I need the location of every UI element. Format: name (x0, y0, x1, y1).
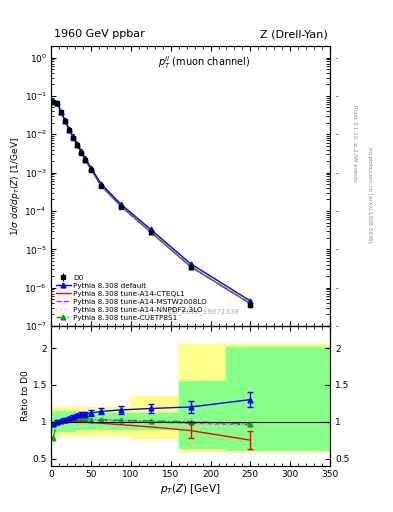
Line: Pythia 8.308 tune-CUETP8S1: Pythia 8.308 tune-CUETP8S1 (51, 99, 253, 306)
Pythia 8.308 tune-A14-MSTW2008LO (55, 100, 59, 106)
Pythia 8.308 tune-A14-CTEQL1 (59, 109, 63, 115)
Pythia 8.308 tune-A14-MSTW2008LO (119, 203, 123, 209)
Pythia 8.308 default (51, 98, 55, 104)
Pythia 8.308 default (88, 164, 93, 170)
Pythia 8.308 tune-A14-NNPDF2.3LO (71, 135, 75, 141)
Pythia 8.308 tune-A14-NNPDF2.3LO (63, 118, 68, 124)
Pythia 8.308 default (119, 201, 123, 207)
Pythia 8.308 tune-A14-CTEQL1 (149, 229, 153, 235)
Y-axis label: $1/\sigma$ $d\sigma/dp_T(Z)$ [1/GeV]: $1/\sigma$ $d\sigma/dp_T(Z)$ [1/GeV] (9, 137, 22, 236)
Pythia 8.308 tune-A14-MSTW2008LO (248, 300, 253, 306)
Pythia 8.308 default (71, 133, 75, 139)
Pythia 8.308 tune-A14-NNPDF2.3LO (51, 99, 55, 105)
Pythia 8.308 tune-A14-NNPDF2.3LO (88, 166, 93, 172)
Pythia 8.308 tune-A14-MSTW2008LO (75, 141, 79, 147)
Pythia 8.308 tune-A14-CTEQL1 (63, 118, 68, 124)
Pythia 8.308 tune-CUETP8S1 (188, 264, 193, 270)
Line: Pythia 8.308 default: Pythia 8.308 default (51, 99, 253, 304)
Pythia 8.308 tune-A14-CTEQL1 (83, 157, 87, 163)
Pythia 8.308 default (75, 141, 79, 147)
Pythia 8.308 tune-A14-NNPDF2.3LO (59, 109, 63, 115)
Text: Rivet 3.1.10, ≥ 2.5M events: Rivet 3.1.10, ≥ 2.5M events (352, 105, 357, 182)
X-axis label: $p_T(Z)$ [GeV]: $p_T(Z)$ [GeV] (160, 482, 221, 496)
Pythia 8.308 tune-CUETP8S1 (119, 203, 123, 209)
Pythia 8.308 default (79, 148, 83, 154)
Pythia 8.308 default (59, 109, 63, 115)
Pythia 8.308 tune-CUETP8S1 (63, 118, 68, 124)
Pythia 8.308 default (149, 226, 153, 232)
Pythia 8.308 tune-A14-NNPDF2.3LO (248, 301, 253, 307)
Pythia 8.308 tune-CUETP8S1 (75, 141, 79, 147)
Pythia 8.308 tune-CUETP8S1 (51, 99, 55, 105)
Pythia 8.308 tune-CUETP8S1 (67, 126, 72, 133)
Pythia 8.308 tune-A14-CTEQL1 (71, 135, 75, 141)
Pythia 8.308 tune-CUETP8S1 (149, 229, 153, 235)
Text: mcplots.cern.ch [arXiv:1306.3436]: mcplots.cern.ch [arXiv:1306.3436] (367, 147, 373, 242)
Pythia 8.308 tune-A14-MSTW2008LO (51, 99, 55, 105)
Pythia 8.308 tune-A14-CTEQL1 (99, 182, 103, 188)
Pythia 8.308 tune-A14-MSTW2008LO (71, 134, 75, 140)
Pythia 8.308 tune-CUETP8S1 (248, 301, 253, 307)
Pythia 8.308 tune-A14-MSTW2008LO (188, 263, 193, 269)
Text: Z (Drell-Yan): Z (Drell-Yan) (260, 29, 327, 39)
Pythia 8.308 tune-A14-CTEQL1 (51, 99, 55, 105)
Pythia 8.308 default (99, 180, 103, 186)
Pythia 8.308 tune-A14-CTEQL1 (119, 203, 123, 209)
Pythia 8.308 tune-A14-NNPDF2.3LO (119, 203, 123, 209)
Pythia 8.308 tune-CUETP8S1 (55, 100, 59, 106)
Text: D0_2010_S9671338: D0_2010_S9671338 (169, 308, 240, 315)
Pythia 8.308 default (248, 298, 253, 304)
Pythia 8.308 tune-A14-MSTW2008LO (63, 118, 68, 124)
Pythia 8.308 tune-A14-NNPDF2.3LO (99, 182, 103, 188)
Pythia 8.308 tune-A14-NNPDF2.3LO (55, 100, 59, 106)
Pythia 8.308 tune-A14-MSTW2008LO (99, 182, 103, 188)
Pythia 8.308 tune-A14-MSTW2008LO (83, 156, 87, 162)
Pythia 8.308 tune-A14-CTEQL1 (88, 166, 93, 173)
Pythia 8.308 tune-A14-CTEQL1 (248, 301, 253, 307)
Line: Pythia 8.308 tune-A14-CTEQL1: Pythia 8.308 tune-A14-CTEQL1 (53, 102, 250, 304)
Pythia 8.308 tune-A14-NNPDF2.3LO (83, 157, 87, 163)
Pythia 8.308 tune-A14-NNPDF2.3LO (188, 264, 193, 270)
Pythia 8.308 tune-CUETP8S1 (71, 134, 75, 140)
Pythia 8.308 tune-CUETP8S1 (79, 149, 83, 155)
Text: 1960 GeV ppbar: 1960 GeV ppbar (54, 29, 145, 39)
Pythia 8.308 tune-A14-CTEQL1 (67, 127, 72, 133)
Pythia 8.308 tune-A14-NNPDF2.3LO (75, 142, 79, 148)
Text: $p_T^{ll}$ (muon channel): $p_T^{ll}$ (muon channel) (158, 54, 251, 71)
Pythia 8.308 tune-A14-CTEQL1 (79, 149, 83, 155)
Pythia 8.308 tune-A14-CTEQL1 (75, 142, 79, 148)
Pythia 8.308 tune-A14-NNPDF2.3LO (67, 126, 72, 133)
Pythia 8.308 tune-A14-MSTW2008LO (88, 166, 93, 172)
Pythia 8.308 default (83, 155, 87, 161)
Pythia 8.308 tune-CUETP8S1 (99, 182, 103, 188)
Pythia 8.308 default (67, 125, 72, 132)
Line: Pythia 8.308 tune-A14-NNPDF2.3LO: Pythia 8.308 tune-A14-NNPDF2.3LO (53, 102, 250, 304)
Pythia 8.308 tune-A14-MSTW2008LO (149, 229, 153, 235)
Pythia 8.308 tune-A14-MSTW2008LO (67, 126, 72, 133)
Legend: D0, Pythia 8.308 default, Pythia 8.308 tune-A14-CTEQL1, Pythia 8.308 tune-A14-MS: D0, Pythia 8.308 default, Pythia 8.308 t… (55, 273, 209, 323)
Pythia 8.308 tune-A14-NNPDF2.3LO (79, 150, 83, 156)
Pythia 8.308 tune-A14-CTEQL1 (55, 100, 59, 106)
Pythia 8.308 default (63, 117, 68, 123)
Pythia 8.308 tune-A14-NNPDF2.3LO (149, 229, 153, 235)
Pythia 8.308 tune-CUETP8S1 (83, 157, 87, 163)
Pythia 8.308 default (55, 100, 59, 106)
Pythia 8.308 default (188, 261, 193, 267)
Pythia 8.308 tune-A14-MSTW2008LO (59, 109, 63, 115)
Pythia 8.308 tune-CUETP8S1 (88, 166, 93, 172)
Pythia 8.308 tune-A14-MSTW2008LO (79, 149, 83, 155)
Y-axis label: Ratio to D0: Ratio to D0 (21, 371, 30, 421)
Pythia 8.308 tune-A14-CTEQL1 (188, 264, 193, 270)
Pythia 8.308 tune-CUETP8S1 (59, 109, 63, 115)
Line: Pythia 8.308 tune-A14-MSTW2008LO: Pythia 8.308 tune-A14-MSTW2008LO (53, 102, 250, 303)
